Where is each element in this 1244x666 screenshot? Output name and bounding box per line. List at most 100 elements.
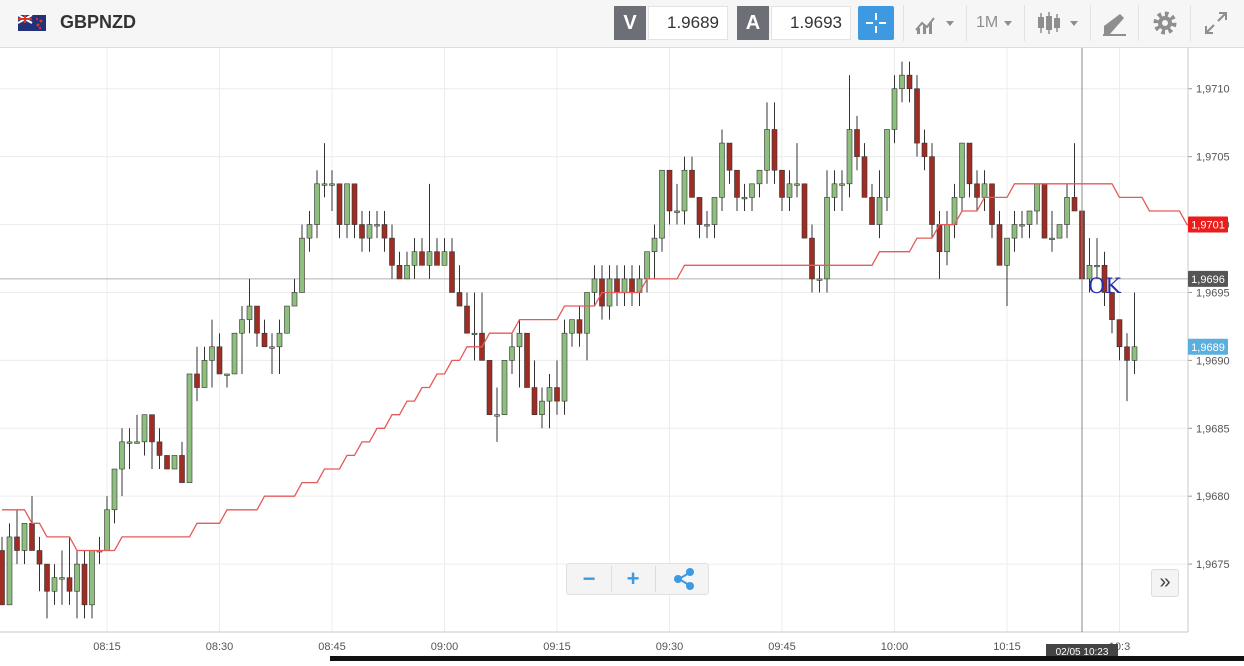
bearish-candle <box>771 129 778 171</box>
bullish-candle <box>546 387 553 402</box>
bullish-candle <box>831 183 838 198</box>
expand-button[interactable] <box>1202 8 1230 38</box>
bullish-candle <box>314 183 320 225</box>
bullish-candle <box>891 88 898 130</box>
bullish-candle <box>366 224 373 239</box>
timeframe-label: 1M <box>976 14 999 31</box>
bearish-candle <box>854 129 860 157</box>
toolbar-divider <box>1090 5 1091 41</box>
bullish-candle <box>74 563 80 592</box>
bullish-candle <box>344 183 350 225</box>
bearish-candle <box>156 441 163 456</box>
y-tick-label: 1,9690 <box>1196 355 1230 367</box>
x-tick-label: 10:15 <box>993 641 1021 653</box>
bullish-candle <box>1026 210 1033 225</box>
bearish-candle <box>14 536 20 551</box>
bullish-candle <box>411 251 418 266</box>
x-tick-label: 10:00 <box>881 641 909 653</box>
drawing-tools-icon <box>1103 14 1126 36</box>
x-tick-label: 09:15 <box>543 641 571 653</box>
crosshair-price-label: 1,9696 <box>1191 274 1225 286</box>
chart-area[interactable]: 1,96751,96801,96851,96901,96951,97001,97… <box>0 48 1244 661</box>
scroll-to-latest-button[interactable]: » <box>1151 569 1179 597</box>
bearish-candle <box>614 278 620 293</box>
bearish-candle <box>666 169 673 212</box>
zoom-divider <box>655 566 656 592</box>
bearish-candle <box>254 305 260 334</box>
bearish-candle <box>216 346 223 375</box>
zoom-out-button[interactable]: − <box>582 566 596 591</box>
bullish-candle <box>224 373 230 376</box>
bullish-candle <box>539 400 545 415</box>
gear-icon <box>1153 11 1177 35</box>
indicators-button[interactable] <box>914 8 958 38</box>
candlestick-chart[interactable]: 1,96751,96801,96851,96901,96951,97001,97… <box>0 48 1244 661</box>
bullish-candle <box>231 332 238 375</box>
bullish-candle <box>171 455 178 470</box>
bearish-candle <box>1041 183 1048 239</box>
instrument-symbol[interactable]: GBPNZD <box>60 12 136 32</box>
bearish-candle <box>81 563 88 606</box>
chevron-down-icon <box>1003 20 1012 26</box>
settings-button[interactable] <box>1150 8 1180 38</box>
bullish-candle <box>516 332 523 348</box>
buy-price[interactable]: 1.9693 <box>771 6 851 40</box>
share-icon <box>674 568 694 590</box>
bullish-candle <box>621 278 628 293</box>
bearish-candle <box>861 156 868 198</box>
bullish-candle <box>6 536 13 606</box>
drawing-tools-button[interactable] <box>1100 8 1128 38</box>
zoom-divider <box>611 566 612 592</box>
share-button[interactable] <box>663 564 707 594</box>
bullish-candle <box>501 360 508 415</box>
plot-background <box>0 48 1188 632</box>
bullish-candle <box>884 129 890 198</box>
toolbar-divider <box>903 5 904 41</box>
bullish-candle <box>786 183 793 198</box>
bearish-candle <box>456 292 463 307</box>
bullish-candle <box>756 169 763 185</box>
zoom-in-button[interactable]: + <box>626 566 640 591</box>
toolbar-divider <box>1190 5 1191 41</box>
last-price-label-background <box>1188 338 1228 355</box>
x-tick-label: 09:30 <box>656 641 684 653</box>
y-tick-label: 1,9695 <box>1196 287 1230 299</box>
bullish-candle <box>839 183 845 186</box>
bullish-candle <box>846 129 853 185</box>
bullish-candle <box>816 278 823 281</box>
bearish-candle <box>359 224 365 239</box>
bullish-candle <box>374 224 380 227</box>
bullish-candle <box>749 183 755 198</box>
bearish-candle <box>1101 265 1108 293</box>
bearish-candle <box>1071 197 1078 212</box>
crosshair-time-label-background <box>1046 644 1118 658</box>
bullish-candle <box>981 183 988 198</box>
toolbar-divider <box>1138 5 1139 41</box>
bearish-candle <box>194 373 200 388</box>
bearish-candle <box>921 142 928 157</box>
bearish-candle <box>531 387 538 415</box>
bearish-candle <box>906 74 913 90</box>
bullish-candle <box>711 197 718 225</box>
bullish-candle <box>1056 224 1063 239</box>
bearish-candle <box>974 183 980 198</box>
bearish-candle <box>1116 319 1123 348</box>
crosshair-button[interactable] <box>858 6 894 40</box>
bullish-candle <box>239 319 245 334</box>
bullish-candle <box>471 332 478 336</box>
bearish-candle <box>44 563 50 592</box>
bullish-candle <box>306 224 313 239</box>
sell-price[interactable]: 1.9689 <box>648 6 728 40</box>
sell-tag[interactable]: V <box>614 6 646 40</box>
bearish-candle <box>449 251 455 293</box>
crosshair-icon <box>866 13 886 33</box>
bearish-candle <box>696 197 703 225</box>
chart-type-button[interactable] <box>1036 8 1082 38</box>
bullish-candle <box>1131 346 1138 361</box>
ok-annotation: OK <box>1088 274 1121 298</box>
bearish-candle <box>336 183 343 225</box>
buy-tag[interactable]: A <box>737 6 769 40</box>
timeframe-select[interactable]: 1M <box>976 8 1016 38</box>
bullish-candle <box>794 183 800 186</box>
bullish-candle <box>186 373 193 483</box>
